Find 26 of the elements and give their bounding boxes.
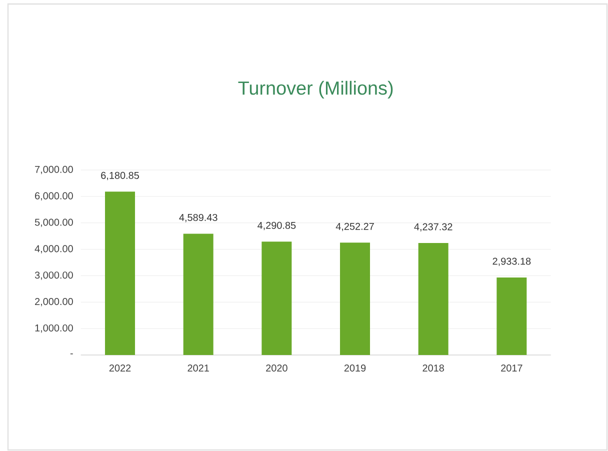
- bar: [418, 243, 448, 356]
- y-tick-label: 1,000.00: [35, 324, 73, 333]
- y-tick-label: 3,000.00: [34, 272, 73, 280]
- data-label: 4,290.85: [258, 222, 296, 230]
- bar: [340, 242, 370, 356]
- bar: [105, 192, 135, 356]
- bar: [496, 278, 527, 356]
- y-tick-label: 7,000.00: [35, 166, 73, 174]
- x-tick-label: 2022: [109, 364, 131, 372]
- chart-title: Turnover (Millions): [238, 81, 393, 99]
- x-tick-label: 2018: [422, 364, 444, 372]
- y-tick-label: 5,000.00: [34, 218, 73, 228]
- x-tick-label: 2021: [188, 364, 209, 372]
- y-tick-label: 6,000.00: [35, 192, 73, 201]
- bar: [183, 234, 214, 356]
- y-tick-label: 2,000.00: [35, 298, 73, 306]
- y-tick-label: 4,000.00: [34, 245, 73, 254]
- data-label: 2,933.18: [492, 258, 531, 266]
- bar: [262, 242, 292, 356]
- x-tick-label: 2020: [266, 364, 288, 372]
- data-label: 4,589.43: [179, 214, 218, 222]
- x-tick-label: 2019: [344, 364, 366, 372]
- data-label: 4,237.32: [414, 223, 452, 232]
- data-label: 6,180.85: [101, 172, 139, 180]
- data-label: 4,252.27: [336, 223, 374, 232]
- x-tick-label: 2017: [501, 364, 522, 372]
